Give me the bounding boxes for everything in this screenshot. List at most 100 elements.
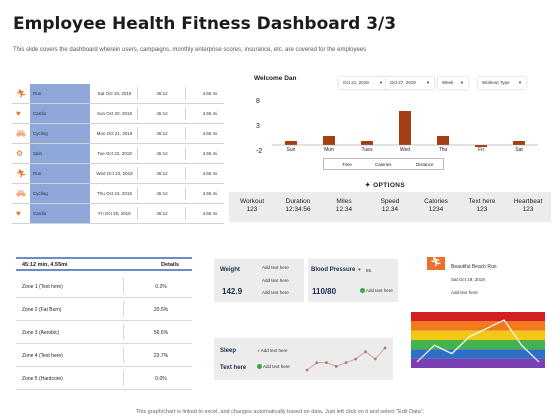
metric-duration: Duration 12:34:56 [275,198,321,214]
zone-row: Zone 2 (Fat Burn) 20.5% [16,298,192,321]
divider [185,167,186,180]
running-icon: 🏃︎ [16,169,27,178]
activity-date: Tue Oct 22, 2019 [97,151,132,156]
metrics-bar: Workout 123 Duration 12:34:56 Miles 12.34 Spee… [229,192,551,222]
bar-thu[interactable] [437,136,449,145]
weight-note-2: Add text here [262,278,289,283]
divider [185,127,186,140]
activity-time: 45:12 [156,151,168,156]
divider [185,207,186,220]
running-icon: 🏃︎ [427,257,445,270]
x-tick-label: Wed [399,147,411,153]
activity-time: 45:12 [156,191,168,196]
metric-value: 12.34 [381,206,399,213]
zone-value: 20.5% [153,307,169,313]
divider [137,207,138,220]
sleep-series-line [306,347,386,371]
activity-row[interactable]: 🚲︎ Cycling Mon Oct 21, 2019 45:12 4.55 mi [12,124,224,144]
activity-time: 45:12 [156,211,168,216]
activity-row[interactable]: ♥ Cardio Fri Oct 25, 2019 45:12 4.55 mi [12,204,224,224]
sleep-point [364,350,367,354]
beach-run-title: Beautiful Beach Run [451,264,497,270]
legend-distance: Distance [416,162,434,167]
cycling-icon: 🚲︎ [16,129,27,138]
weight-note-1: Add text here [262,265,289,270]
activity-row[interactable]: 🚲︎ Cycling Thu Oct 24, 2019 45:12 4.55 mi [12,184,224,204]
rainbow-band [411,321,545,331]
weight-value: 142.9 [222,287,243,296]
heart-monitor-icon: ♥ [16,109,21,118]
divider [123,301,124,317]
activity-name: Cycling [30,184,90,203]
rainbow-band [411,330,545,340]
sleep-point [325,361,328,365]
date-to-filter[interactable]: Oct 27, 2019 ▼ [386,77,434,89]
diamond-icon: ✦ [365,182,374,189]
status-dot-icon [257,364,262,370]
zone-label: Zone 2 (Fat Burn) [22,307,62,313]
bar-sat[interactable] [513,141,525,145]
activity-date: Sat Oct 19, 2019 [97,91,132,96]
date-from-filter[interactable]: Oct 21, 2019 ▼ [339,77,387,89]
weight-note-3: Add text here [262,290,289,295]
sleep-label: Sleep [220,348,237,354]
cycling-icon: 🚲︎ [16,189,27,198]
divider [137,107,138,120]
metric-label: Heartbeat [513,198,543,205]
legend-time: Time [342,162,352,167]
metric-label: Workout [239,198,265,205]
bar-tues[interactable] [361,141,373,145]
metric-label: Calories [424,198,448,205]
activity-date: Sun Oct 20, 2019 [96,111,133,116]
divider [137,147,138,160]
bar-sun[interactable] [285,141,297,145]
heart-monitor-icon: ♥ [16,209,21,218]
zone-label: Zone 1 (Text here) [22,284,63,290]
rainbow-band [411,312,545,322]
zone-row: Zone 1 (Text here) 0.2% [16,275,192,298]
bp-label: Blood Pressure [311,267,356,273]
metric-speed: Speed 12.34 [367,198,413,214]
activity-row[interactable]: 🏃︎ Run Sat Oct 19, 2019 45:12 4.55 mi [12,84,224,104]
activity-table: 🏃︎ Run Sat Oct 19, 2019 45:12 4.55 mi ♥ Cardio… [12,84,224,224]
workout-type-filter[interactable]: Workout Type ▼ [478,77,526,89]
bar-fri[interactable] [475,145,487,147]
x-tick-label: Tues [361,147,373,153]
divider [123,370,124,386]
y-tick-label: 3 [256,123,260,130]
divider [123,278,124,294]
metric-value: 12.34 [335,206,353,213]
activity-time: 45:12 [156,171,168,176]
divider [185,107,186,120]
zone-row: Zone 5 (Hardcore) 0.0% [16,367,192,390]
bar-wed[interactable] [399,111,411,145]
zone-label: Zone 5 (Hardcore) [22,376,63,382]
blood-pressure-card: Blood Pressure ♥ 55 110/80 Add text here [308,259,398,302]
activity-time: 45:12 [156,91,168,96]
sleep-point [344,361,348,365]
pie-icon: ◕ [257,348,260,353]
rainbow-band [411,358,545,368]
divider [137,127,138,140]
chart-legend: Time Calories Distance [323,158,444,170]
zone-row: Zone 3 (Aerobic) 56.6% [16,321,192,344]
sleep-point [315,361,319,365]
metric-workout: Workout 123 [229,198,275,214]
running-icon: 🏃︎ [16,89,27,98]
activity-name: Run [30,84,90,103]
sleep-point [305,368,309,372]
zone-value: 0.2% [155,284,167,290]
activity-row[interactable]: 🏃︎ Run Wed Oct 23, 2019 45:12 4.55 mi [12,164,224,184]
metric-label: Miles [336,198,352,205]
bar-mon[interactable] [323,136,335,145]
activity-distance: 4.55 mi [202,91,218,96]
sleep-note-2: Add text here [257,364,290,370]
activity-time: 45:12 [156,111,168,116]
activity-row[interactable]: ⚙ Spin Tue Oct 22, 2019 45:12 4.55 mi [12,144,224,164]
sleep-point [354,357,358,361]
activity-row[interactable]: ♥ Cardio Sun Oct 20, 2019 45:12 4.55 mi [12,104,224,124]
activity-date: Wed Oct 23, 2019 [96,171,133,176]
options-button[interactable]: ✦ OPTIONS [365,182,406,189]
period-filter[interactable]: Week ▼ [438,77,468,89]
details-label: Details [161,262,180,268]
